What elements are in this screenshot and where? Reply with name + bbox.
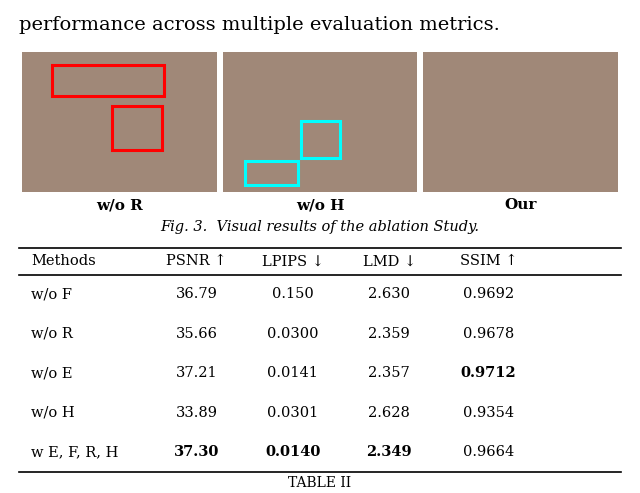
Text: 0.0141: 0.0141 <box>268 366 318 381</box>
Text: 0.9712: 0.9712 <box>461 366 516 381</box>
Text: 0.9692: 0.9692 <box>463 287 514 302</box>
Text: 0.9354: 0.9354 <box>463 406 514 420</box>
Text: 0.0301: 0.0301 <box>268 406 319 420</box>
Text: TABLE II: TABLE II <box>289 476 351 491</box>
Bar <box>113 106 162 149</box>
Text: 2.630: 2.630 <box>368 287 410 302</box>
Text: 0.9678: 0.9678 <box>463 327 514 341</box>
Text: SSIM ↑: SSIM ↑ <box>460 254 517 268</box>
Text: w/o R: w/o R <box>96 198 143 212</box>
Bar <box>52 65 164 96</box>
Bar <box>244 161 298 185</box>
Text: 36.79: 36.79 <box>176 287 218 302</box>
Text: w/o H: w/o H <box>296 198 344 212</box>
Text: 2.357: 2.357 <box>368 366 410 381</box>
Text: 0.0140: 0.0140 <box>265 446 321 459</box>
Text: 2.349: 2.349 <box>366 446 412 459</box>
Text: 35.66: 35.66 <box>175 327 218 341</box>
Text: Methods: Methods <box>31 254 96 268</box>
Text: 37.21: 37.21 <box>176 366 218 381</box>
Text: Our: Our <box>504 198 537 212</box>
Text: 2.359: 2.359 <box>368 327 410 341</box>
Text: w/o H: w/o H <box>31 406 75 420</box>
Text: w/o E: w/o E <box>31 366 73 381</box>
Text: 0.150: 0.150 <box>272 287 314 302</box>
Text: 0.9664: 0.9664 <box>463 446 514 459</box>
Bar <box>22 52 217 192</box>
Text: 2.628: 2.628 <box>368 406 410 420</box>
Text: 33.89: 33.89 <box>175 406 218 420</box>
Text: Fig. 3.  Visual results of the ablation Study.: Fig. 3. Visual results of the ablation S… <box>161 219 479 234</box>
Text: performance across multiple evaluation metrics.: performance across multiple evaluation m… <box>19 16 500 34</box>
Text: 37.30: 37.30 <box>174 446 220 459</box>
Bar <box>423 52 618 192</box>
Text: w E, F, R, H: w E, F, R, H <box>31 446 118 459</box>
Text: LPIPS ↓: LPIPS ↓ <box>262 254 324 268</box>
Text: 0.0300: 0.0300 <box>267 327 319 341</box>
Bar <box>223 52 417 192</box>
Text: w/o R: w/o R <box>31 327 73 341</box>
Bar <box>301 121 340 158</box>
Text: LMD ↓: LMD ↓ <box>362 254 416 268</box>
Text: w/o F: w/o F <box>31 287 72 302</box>
Text: PSNR ↑: PSNR ↑ <box>166 254 227 268</box>
